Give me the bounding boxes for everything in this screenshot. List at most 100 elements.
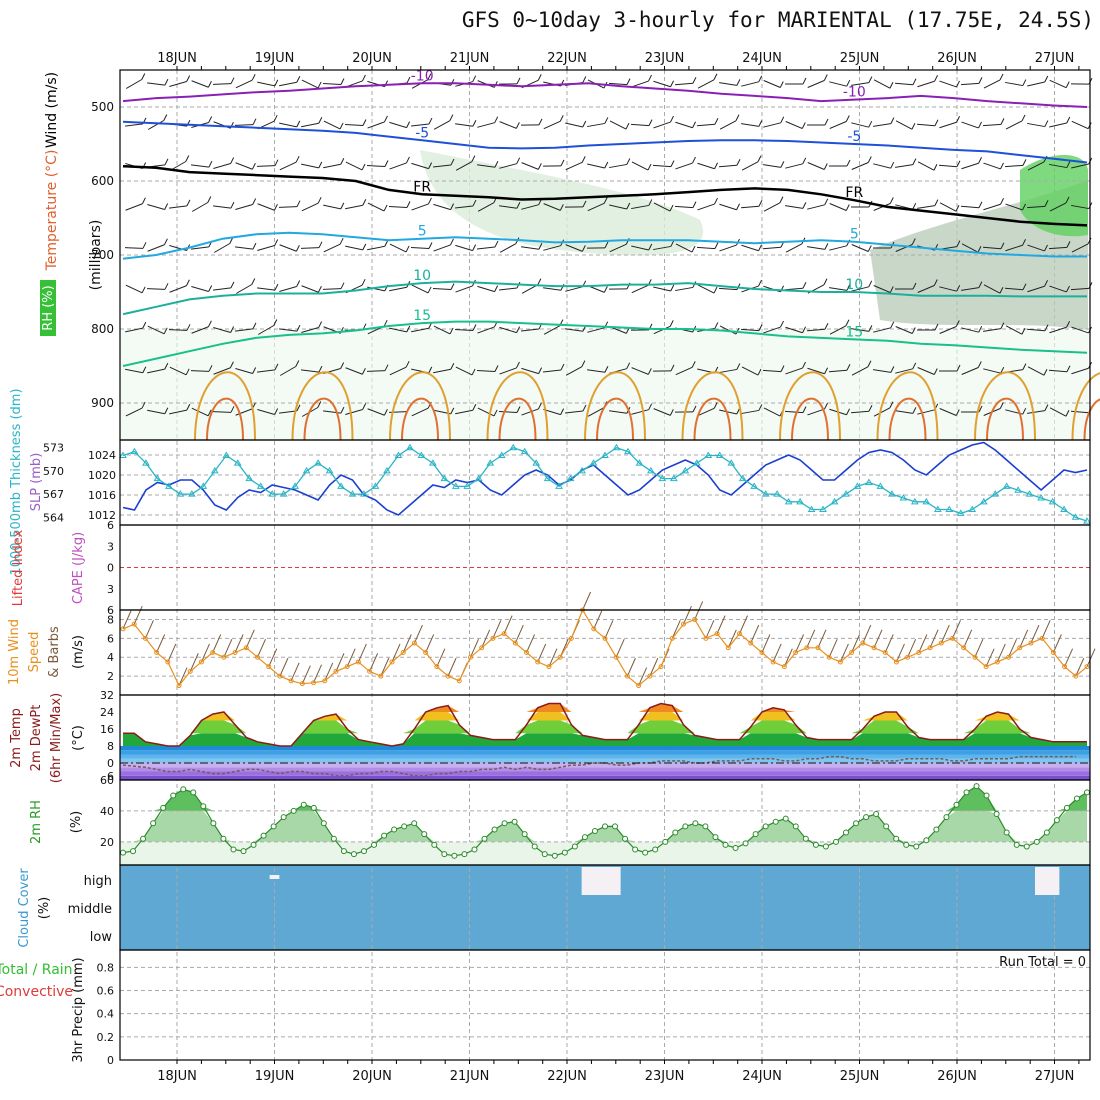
wind-barb: [169, 205, 187, 209]
wind-barb-flag: [1044, 120, 1049, 127]
wind-barb: [389, 366, 407, 376]
wind-barb: [235, 79, 253, 89]
contour-line-15: [122, 320, 1088, 367]
wind-barb: [609, 204, 627, 210]
wind-barb-flag: [582, 120, 587, 128]
wind-barb: [1027, 285, 1045, 293]
wind-barb: [1048, 369, 1068, 373]
temperature-band: [120, 746, 1090, 751]
wind-barb-flag: [868, 280, 873, 288]
thickness-marker: [406, 443, 414, 451]
wind-barb: [477, 285, 495, 293]
wind-speed-marker: [860, 640, 866, 646]
wind-barb-flag: [450, 407, 455, 415]
wind-barb: [543, 325, 561, 335]
rh-marker: [933, 826, 940, 833]
low-level-temp-loop: [791, 397, 829, 441]
wind-barb-flag: [317, 196, 322, 204]
wind-barb-flag: [163, 114, 168, 121]
surface-wind-barb: [907, 639, 917, 658]
wind-barb-flag: [295, 245, 300, 252]
date-label-top: 27JUN: [1035, 51, 1075, 66]
rh-marker: [330, 835, 337, 842]
rh-marker: [421, 831, 428, 838]
wind-barb-flag: [912, 407, 917, 414]
rh-shade-area: [420, 150, 704, 256]
wind-barb: [389, 162, 407, 170]
slp-tick-label: 1012: [88, 509, 116, 522]
wind-barb-flag: [296, 404, 301, 412]
wind-barb: [1004, 164, 1024, 168]
wind-barb: [828, 369, 848, 373]
wind-barb: [807, 408, 825, 416]
wind-barb-flag: [141, 197, 146, 204]
wind-barb-flag: [252, 322, 257, 330]
rh-marker: [642, 849, 649, 856]
wind-barb-flag: [472, 120, 477, 127]
surface-wind-barb: [817, 629, 827, 648]
rh-marker: [511, 818, 518, 825]
wind-barb: [411, 203, 429, 211]
wind-barb-flag: [1000, 118, 1005, 125]
wind-barb-flag: [428, 117, 433, 125]
rh-marker: [893, 835, 900, 842]
surface-wind-barb: [996, 643, 1006, 663]
wind-barb: [169, 409, 187, 415]
wind-barb: [476, 370, 496, 372]
wind-barb-flag: [1043, 369, 1048, 376]
wind-barb-flag: [626, 158, 631, 165]
wind-barb: [367, 121, 385, 129]
surface-wind-barb: [929, 629, 939, 648]
wind-barb: [807, 80, 825, 88]
wind-barb-flag: [758, 199, 763, 207]
surface-wind-barb: [503, 615, 513, 634]
wind-barb-flag: [978, 77, 983, 84]
thickness-line: [122, 446, 1088, 522]
surface-wind-barb: [851, 634, 861, 653]
rh-marker: [652, 846, 659, 853]
rh-marker: [501, 820, 508, 827]
wind-barb: [675, 366, 693, 376]
contour-label: 5: [418, 224, 427, 240]
wind-barb: [301, 369, 319, 373]
wind-barb-flag: [1044, 279, 1049, 287]
panel-frame-wind10m: [119, 609, 1091, 696]
wind-barb-flag: [934, 323, 939, 331]
wind-barb-flag: [1022, 159, 1027, 166]
wind-barb-flag: [340, 282, 345, 289]
wind-barb: [212, 83, 232, 85]
surface-wind-barb: [268, 648, 278, 667]
wind-barb-flag: [955, 409, 960, 416]
wind-barb: [587, 327, 605, 333]
temperature-fill: [123, 703, 1087, 712]
wind-barb-flag: [317, 81, 322, 89]
wind-speed-marker: [602, 635, 608, 641]
wind-barb-flag: [604, 117, 609, 124]
wind-barb: [191, 246, 209, 250]
wind-barb-flag: [164, 407, 169, 414]
wind-barb-flag: [516, 157, 521, 164]
wind-barb-flag: [340, 406, 345, 414]
wind-barb: [521, 162, 539, 170]
rh-marker: [632, 846, 639, 853]
wind-speed-marker: [815, 645, 821, 651]
thickness-marker: [543, 474, 552, 482]
wind-barb: [675, 162, 693, 170]
thickness-marker: [451, 482, 460, 489]
wind-barb: [411, 327, 429, 333]
wind-barb-flag: [670, 240, 675, 247]
wind-barb: [895, 164, 913, 168]
wind-barb-flag: [912, 282, 917, 290]
wind-barb-flag: [186, 75, 191, 82]
surface-wind-barb: [705, 620, 715, 639]
thickness-marker: [807, 505, 816, 513]
wind-barb-flag: [802, 326, 807, 334]
wind-barb-flag: [406, 325, 411, 333]
surface-wind-barb: [156, 634, 166, 653]
wind-barb: [498, 287, 518, 291]
lifted-index-tick-label: 3: [107, 540, 114, 553]
wind-barb: [719, 203, 737, 211]
wind-barb: [212, 411, 232, 413]
wind-barb: [455, 285, 473, 293]
surface-wind-barb: [245, 629, 255, 648]
